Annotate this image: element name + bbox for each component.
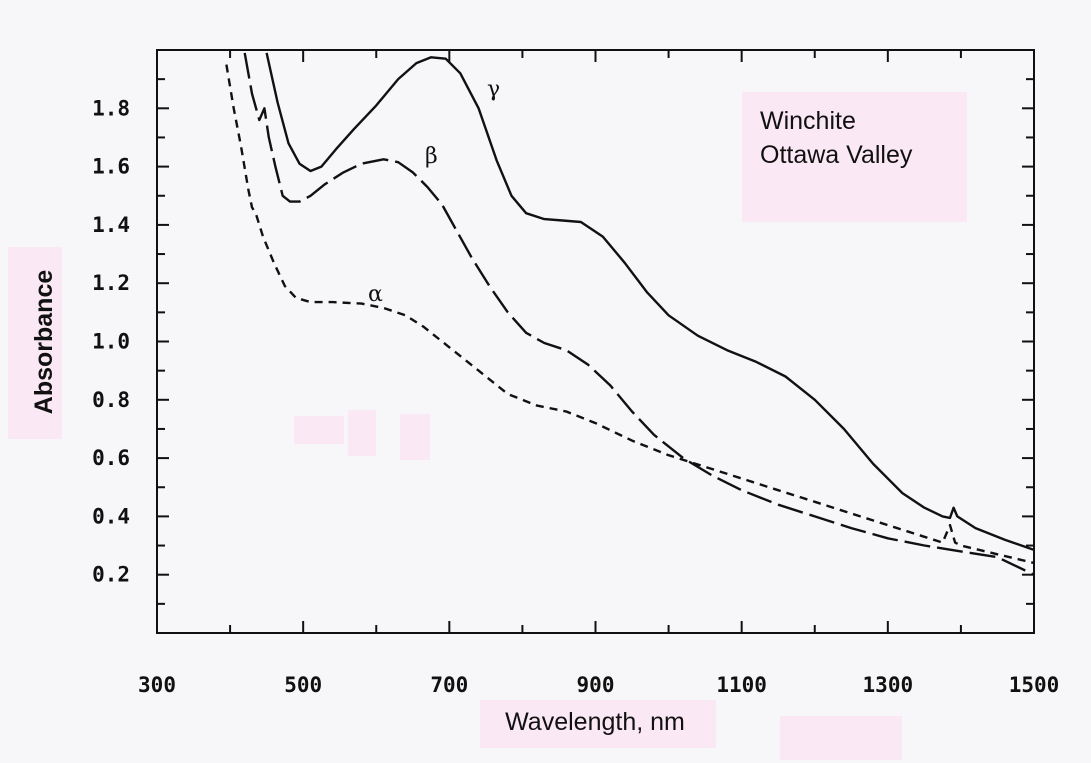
series-label-beta: β <box>425 144 438 169</box>
series-line-beta <box>243 52 1034 576</box>
y-tick-label: 1.4 <box>92 213 130 237</box>
x-tick-label: 300 <box>138 673 176 697</box>
highlight-patch <box>294 416 344 444</box>
annotation-line-1: Winchite <box>760 107 856 135</box>
y-tick-label: 1.8 <box>92 96 130 120</box>
series-lines <box>225 52 1034 576</box>
y-axis-title: Absorbance <box>30 270 58 415</box>
y-tick-label: 0.2 <box>92 563 130 587</box>
y-tick-label: 0.8 <box>92 388 130 412</box>
xlabel-highlight <box>480 700 716 748</box>
highlight-patch <box>348 410 376 456</box>
annotation-line-2: Ottawa Valley <box>760 141 913 169</box>
x-tick-label: 500 <box>284 673 322 697</box>
x-tick-label: 1300 <box>863 673 914 697</box>
x-tick-label: 1100 <box>716 673 767 697</box>
highlight-patch <box>400 414 430 460</box>
x-tick-label: 1500 <box>1009 673 1060 697</box>
series-line-alpha <box>225 64 1034 565</box>
annotation-highlight <box>742 92 967 222</box>
y-axis-ticks: 0.2 0.4 0.6 0.8 1.0 1.2 1.4 1.6 1.8 <box>92 78 1034 605</box>
y-tick-label: 0.4 <box>92 504 130 528</box>
ylabel-highlight <box>8 247 62 439</box>
series-label-gamma: γ <box>487 77 500 102</box>
y-tick-label: 0.6 <box>92 446 130 470</box>
x-axis-ticks: 300 500 700 900 1100 1300 1500 <box>138 50 1059 697</box>
y-tick-label: 1.2 <box>92 271 130 295</box>
y-tick-label: 1.0 <box>92 330 130 354</box>
x-tick-label: 900 <box>577 673 615 697</box>
highlight-patch <box>780 716 902 760</box>
x-tick-label: 700 <box>430 673 468 697</box>
highlight-patches <box>8 92 967 760</box>
y-tick-label: 1.6 <box>92 155 130 179</box>
series-line-gamma <box>265 52 1034 552</box>
x-axis-title: Wavelength, nm <box>505 708 685 736</box>
series-label-alpha: α <box>368 282 383 307</box>
